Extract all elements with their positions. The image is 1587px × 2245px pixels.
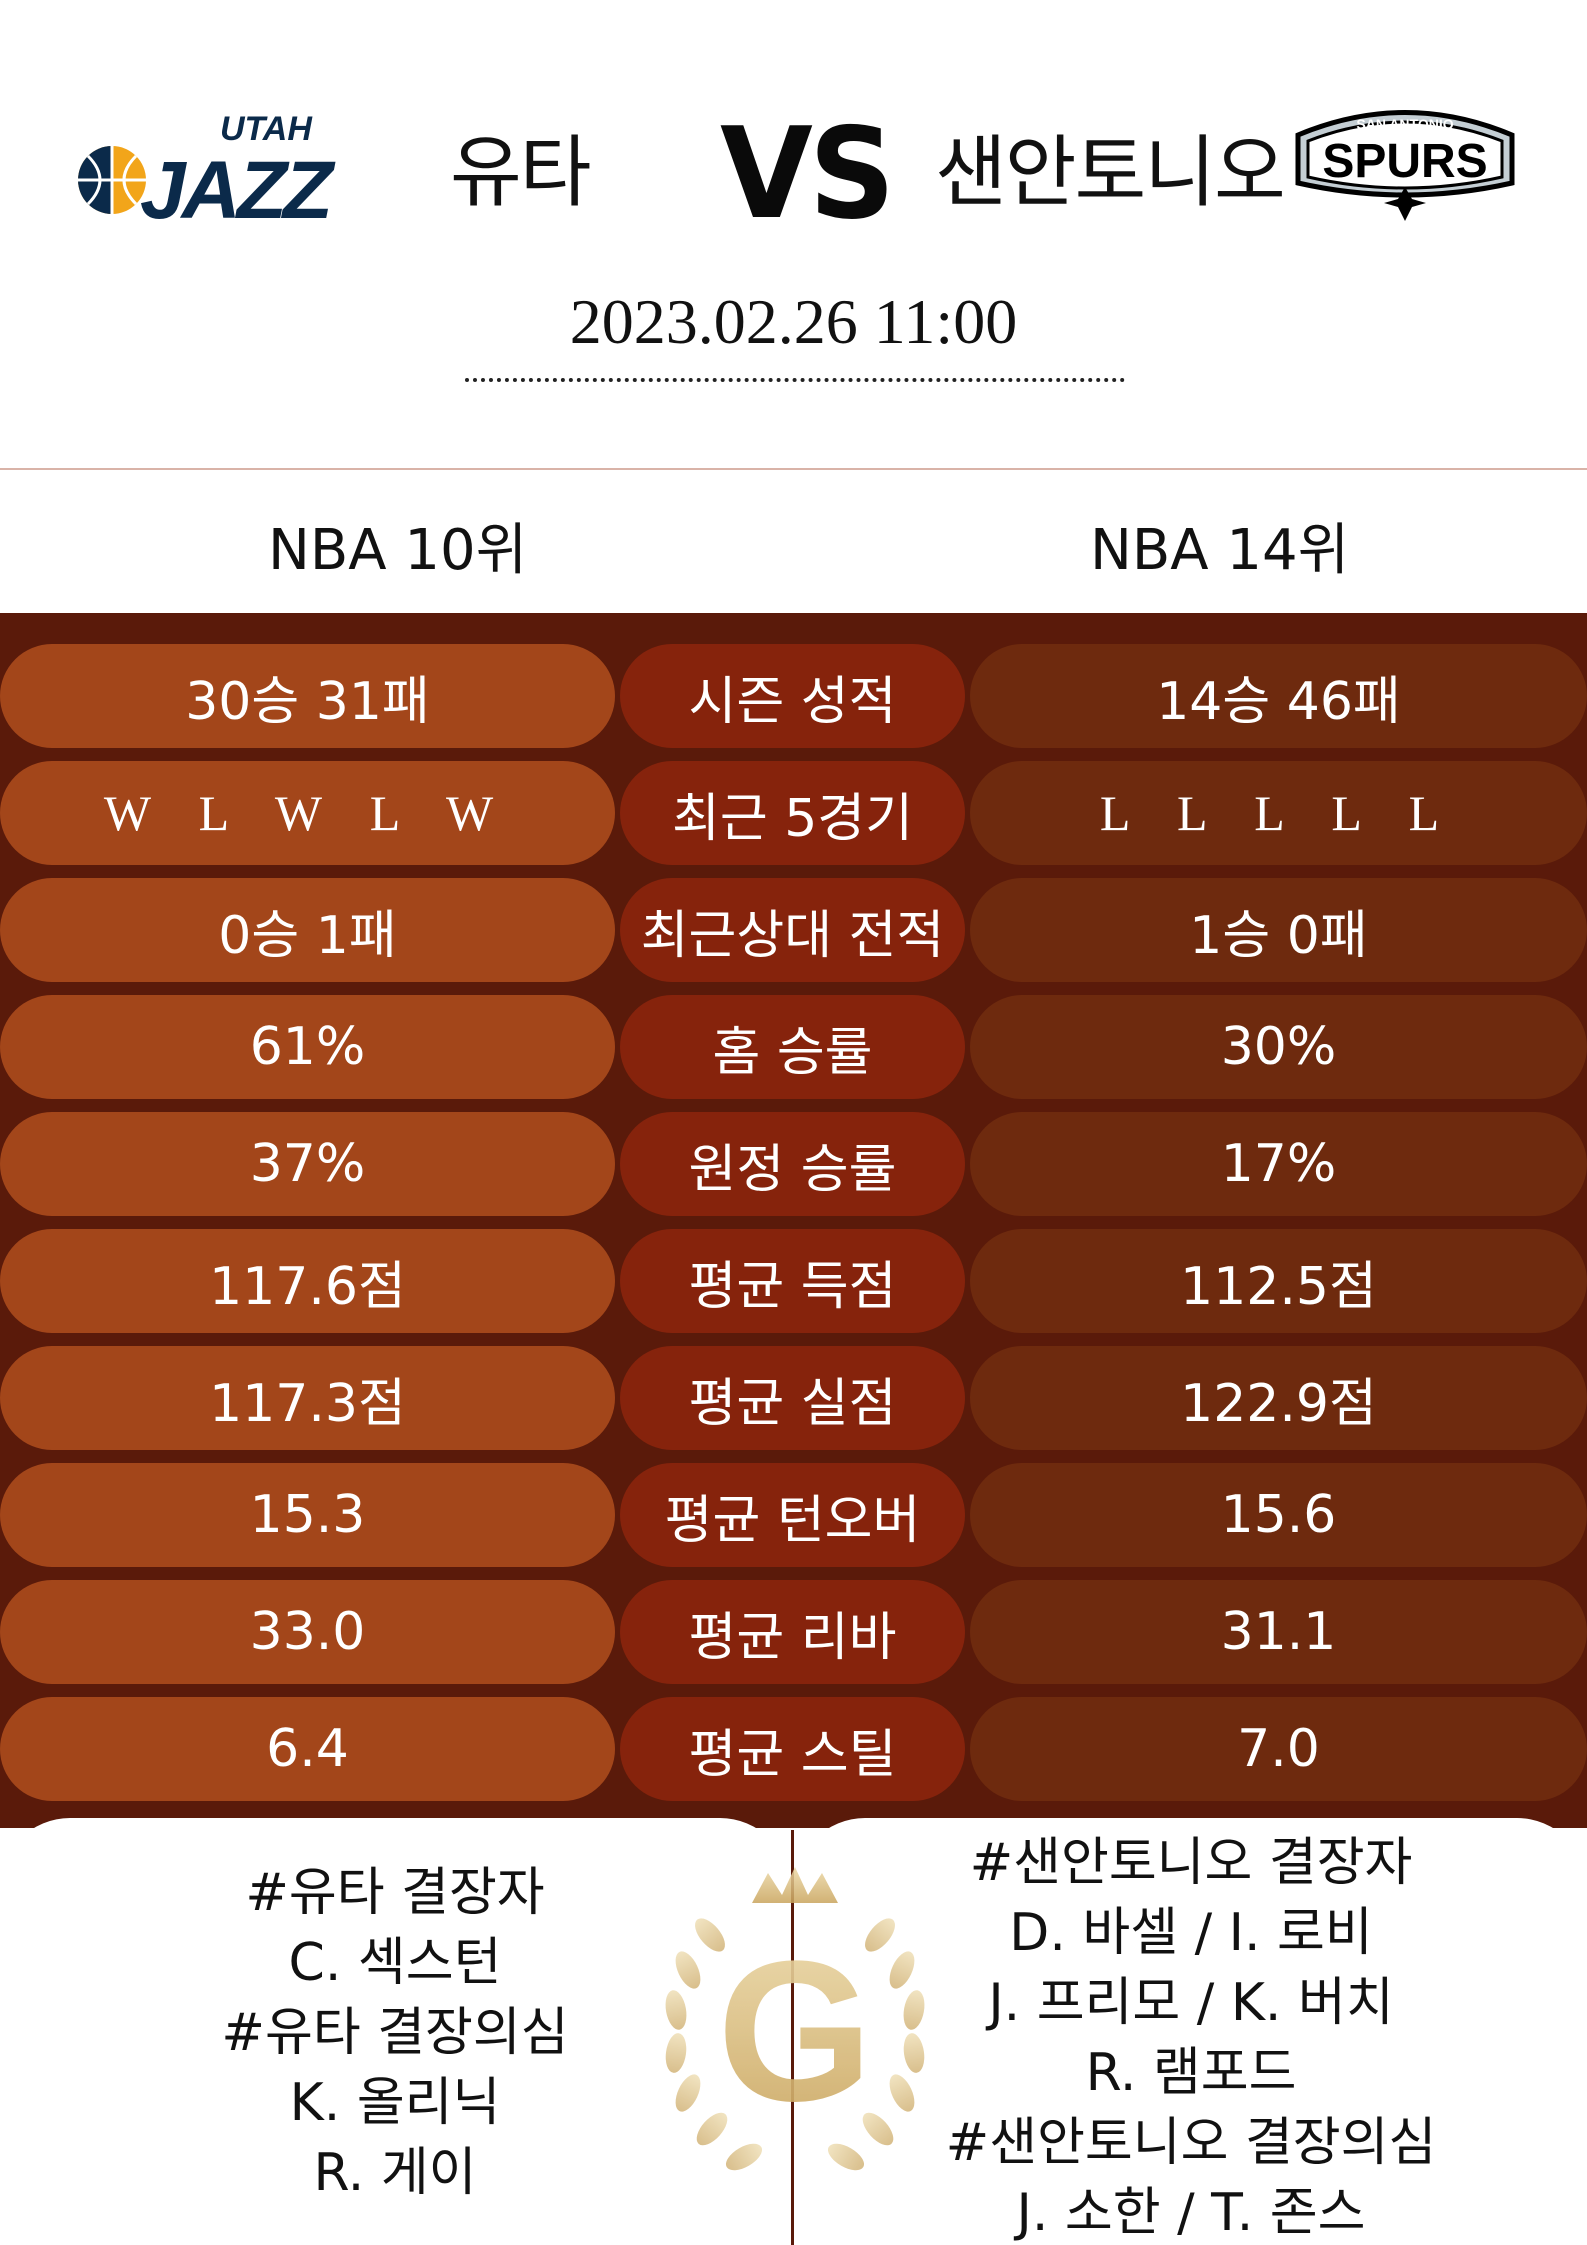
away-injury-player: J. 프리모 / K. 버치 bbox=[988, 1973, 1394, 2033]
away-injury-list: #샌안토니오 결장자 D. 바셀 / I. 로비 J. 프리모 / K. 버치 … bbox=[795, 1828, 1587, 2245]
home-stat-value: 30승 31패 bbox=[0, 644, 615, 748]
stat-row-last-5: W L W L W 최근 5경기 L L L L L bbox=[0, 761, 1587, 865]
stat-label: 평균 스틸 bbox=[620, 1697, 965, 1801]
stats-table: 30승 31패 시즌 성적 14승 46패 W L W L W 최근 5경기 L… bbox=[0, 613, 1587, 1828]
stat-row-season-record: 30승 31패 시즌 성적 14승 46패 bbox=[0, 644, 1587, 748]
home-stat-value: 61% bbox=[0, 995, 615, 1099]
away-stat-value: 122.9점 bbox=[970, 1346, 1587, 1450]
crown-icon bbox=[752, 1867, 838, 1903]
home-stat-value: 33.0 bbox=[0, 1580, 615, 1684]
away-rank: NBA 14위 bbox=[1090, 518, 1350, 583]
jazz-wordmark-main: JAZZ bbox=[140, 145, 336, 230]
stat-row-rebounds: 33.0 평균 리바 31.1 bbox=[0, 1580, 1587, 1684]
away-injury-panel: #샌안토니오 결장자 D. 바셀 / I. 로비 J. 프리모 / K. 버치 … bbox=[795, 1818, 1587, 2245]
stat-label: 최근 5경기 bbox=[620, 761, 965, 865]
stat-row-points-allowed: 117.3점 평균 실점 122.9점 bbox=[0, 1346, 1587, 1450]
stat-label: 홈 승률 bbox=[620, 995, 965, 1099]
stat-label: 평균 실점 bbox=[620, 1346, 965, 1450]
jazz-wordmark-top: UTAH bbox=[220, 110, 313, 148]
away-stat-value: 30% bbox=[970, 995, 1587, 1099]
home-rank: NBA 10위 bbox=[268, 518, 528, 583]
rank-band: NBA 10위 NBA 14위 bbox=[0, 468, 1587, 613]
stat-label: 평균 턴오버 bbox=[620, 1463, 965, 1567]
stat-row-turnovers: 15.3 평균 턴오버 15.6 bbox=[0, 1463, 1587, 1567]
away-stat-value: 7.0 bbox=[970, 1697, 1587, 1801]
away-stat-value: 15.6 bbox=[970, 1463, 1587, 1567]
home-injury-player: R. 게이 bbox=[313, 2143, 477, 2203]
stat-label: 원정 승률 bbox=[620, 1112, 965, 1216]
datetime-dotted-rule bbox=[465, 378, 1125, 382]
match-datetime: 2023.02.26 11:00 bbox=[569, 286, 1018, 357]
home-stat-value: 117.6점 bbox=[0, 1229, 615, 1333]
away-stat-value: 112.5점 bbox=[970, 1229, 1587, 1333]
utah-jazz-logo: UTAH JAZZ bbox=[78, 110, 340, 230]
laurel-wreath-icon bbox=[665, 1918, 925, 2171]
away-injury-player: R. 램포드 bbox=[1085, 2043, 1297, 2103]
stat-label: 평균 득점 bbox=[620, 1229, 965, 1333]
away-stat-value: 1승 0패 bbox=[970, 878, 1587, 982]
basketball-icon bbox=[78, 146, 146, 214]
home-injury-panel: #유타 결장자 C. 섹스턴 #유타 결장의심 K. 올리닉 R. 게이 bbox=[0, 1818, 790, 2245]
away-stat-value: L L L L L bbox=[970, 761, 1587, 865]
home-injury-player: C. 섹스턴 bbox=[288, 1933, 502, 1993]
home-team-name: 유타 bbox=[450, 128, 592, 218]
stat-label: 시즌 성적 bbox=[620, 644, 965, 748]
home-stat-value: 37% bbox=[0, 1112, 615, 1216]
stat-row-away-win-rate: 37% 원정 승률 17% bbox=[0, 1112, 1587, 1216]
home-stat-value: 15.3 bbox=[0, 1463, 615, 1567]
away-stat-value: 17% bbox=[970, 1112, 1587, 1216]
away-injury-player: J. 소한 / T. 존스 bbox=[1016, 2183, 1366, 2243]
stat-label: 최근상대 전적 bbox=[620, 878, 965, 982]
stat-row-points-scored: 117.6점 평균 득점 112.5점 bbox=[0, 1229, 1587, 1333]
spur-star-icon bbox=[1384, 187, 1426, 221]
match-header: UTAH JAZZ 유타 VS 샌안토니오 SAN ANTONIO SPURS … bbox=[0, 0, 1587, 470]
away-injury-heading-doubtful: #샌안토니오 결장의심 bbox=[945, 2113, 1437, 2173]
home-injury-list: #유타 결장자 C. 섹스턴 #유타 결장의심 K. 올리닉 R. 게이 bbox=[0, 1858, 790, 2208]
stat-row-home-win-rate: 61% 홈 승률 30% bbox=[0, 995, 1587, 1099]
home-injury-heading-out: #유타 결장자 bbox=[245, 1863, 545, 1923]
spurs-wordmark-top: SAN ANTONIO bbox=[1356, 116, 1453, 132]
stat-row-head-to-head: 0승 1패 최근상대 전적 1승 0패 bbox=[0, 878, 1587, 982]
stat-row-steals: 6.4 평균 스틸 7.0 bbox=[0, 1697, 1587, 1801]
away-injury-heading-out: #샌안토니오 결장자 bbox=[969, 1833, 1413, 1893]
home-injury-heading-doubtful: #유타 결장의심 bbox=[221, 2003, 569, 2063]
away-injury-player: D. 바셀 / I. 로비 bbox=[1009, 1903, 1373, 1963]
san-antonio-spurs-logo: SAN ANTONIO SPURS bbox=[1295, 110, 1515, 221]
spurs-wordmark-main: SPURS bbox=[1322, 135, 1487, 188]
away-team-name: 샌안토니오 bbox=[935, 128, 1286, 218]
versus-label: VS bbox=[720, 101, 895, 248]
away-stat-value: 14승 46패 bbox=[970, 644, 1587, 748]
home-stat-value: 0승 1패 bbox=[0, 878, 615, 982]
stat-label: 평균 리바 bbox=[620, 1580, 965, 1684]
emblem-letter: G bbox=[717, 1920, 873, 2143]
home-stat-value: 117.3점 bbox=[0, 1346, 615, 1450]
home-stat-value: 6.4 bbox=[0, 1697, 615, 1801]
injury-panel-divider bbox=[791, 1830, 794, 2245]
away-stat-value: 31.1 bbox=[970, 1580, 1587, 1684]
home-stat-value: W L W L W bbox=[0, 761, 615, 865]
home-injury-player: K. 올리닉 bbox=[289, 2073, 501, 2133]
crown-laurel-g-emblem: G bbox=[665, 1867, 925, 2171]
